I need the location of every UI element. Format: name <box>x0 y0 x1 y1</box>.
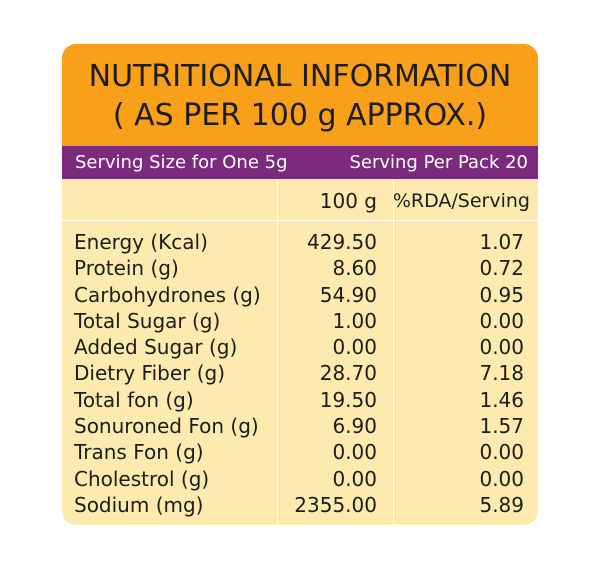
nutrient-rda: 1.57 <box>479 414 524 439</box>
table-row: Trans Fon (g) 0.00 0.00 <box>62 439 538 465</box>
table-row: Sonuroned Fon (g) 6.90 1.57 <box>62 413 538 439</box>
nutrient-name: Sonuroned Fon (g) <box>74 414 259 439</box>
column-divider <box>277 179 278 525</box>
nutrient-rda: 5.89 <box>479 492 524 517</box>
table-row: Energy (Kcal) 429.50 1.07 <box>62 229 538 255</box>
nutrient-rda: 0.00 <box>479 308 524 333</box>
rda-column-header: %RDA/Serving <box>392 190 530 212</box>
nutrient-quantity: 8.60 <box>332 256 377 281</box>
nutrient-name: Carbohydrones (g) <box>74 282 261 307</box>
nutrient-name: Dietry Fiber (g) <box>74 361 226 386</box>
nutrient-rda: 0.00 <box>479 335 524 360</box>
nutrient-rda: 7.18 <box>479 361 524 386</box>
nutrient-quantity: 0.00 <box>332 440 377 465</box>
nutrient-name: Protein (g) <box>74 256 179 281</box>
table-row: Total fon (g) 19.50 1.46 <box>62 387 538 413</box>
nutrient-quantity: 19.50 <box>319 387 377 412</box>
nutrient-rda: 0.95 <box>479 282 524 307</box>
nutrient-quantity: 429.50 <box>307 230 377 254</box>
nutrient-name: Added Sugar (g) <box>74 335 238 360</box>
title-line-2: ( AS PER 100 g APPROX.) <box>112 98 488 133</box>
nutrient-name: Trans Fon (g) <box>74 440 204 465</box>
nutrient-name: Cholestrol (g) <box>74 466 210 491</box>
table-row: Added Sugar (g) 0.00 0.00 <box>62 334 538 360</box>
title-band: NUTRITIONAL INFORMATION ( AS PER 100 g A… <box>62 44 538 146</box>
nutrient-quantity: 1.00 <box>332 308 377 333</box>
nutrient-quantity: 2355.00 <box>294 492 377 517</box>
nutrient-rda: 0.00 <box>479 466 524 491</box>
nutrient-quantity: 54.90 <box>319 282 377 307</box>
nutrition-label: NUTRITIONAL INFORMATION ( AS PER 100 g A… <box>62 44 538 525</box>
title-line-1: NUTRITIONAL INFORMATION <box>88 59 512 94</box>
table-row: Dietry Fiber (g) 28.70 7.18 <box>62 360 538 386</box>
nutrient-quantity: 0.00 <box>332 466 377 491</box>
nutrient-name: Total Sugar (g) <box>74 308 221 333</box>
nutrient-rda: 1.46 <box>479 387 524 412</box>
serving-band: Serving Size for One 5g Serving Per Pack… <box>62 146 538 179</box>
nutrient-rows: Energy (Kcal) 429.50 1.07 Protein (g) 8.… <box>62 229 538 518</box>
nutrient-quantity: 6.90 <box>332 414 377 439</box>
nutrient-name: Total fon (g) <box>74 387 194 412</box>
header-divider <box>62 220 538 221</box>
column-divider <box>393 179 394 525</box>
nutrient-rda: 0.00 <box>479 440 524 465</box>
servings-per-pack: Serving Per Pack 20 <box>349 152 528 173</box>
nutrient-quantity: 0.00 <box>332 335 377 360</box>
nutrient-rda: 1.07 <box>479 230 524 254</box>
quantity-column-header: 100 g <box>319 189 377 213</box>
table-row: Cholestrol (g) 0.00 0.00 <box>62 466 538 492</box>
serving-size: Serving Size for One 5g <box>75 152 288 173</box>
table-row: Sodium (mg) 2355.00 5.89 <box>62 492 538 518</box>
nutrient-name: Energy (Kcal) <box>74 230 208 254</box>
nutrient-quantity: 28.70 <box>319 361 377 386</box>
table-row: Protein (g) 8.60 0.72 <box>62 255 538 281</box>
table-row: Carbohydrones (g) 54.90 0.95 <box>62 282 538 308</box>
nutrient-rda: 0.72 <box>479 256 524 281</box>
table-row: Total Sugar (g) 1.00 0.00 <box>62 308 538 334</box>
nutrient-name: Sodium (mg) <box>74 492 204 517</box>
